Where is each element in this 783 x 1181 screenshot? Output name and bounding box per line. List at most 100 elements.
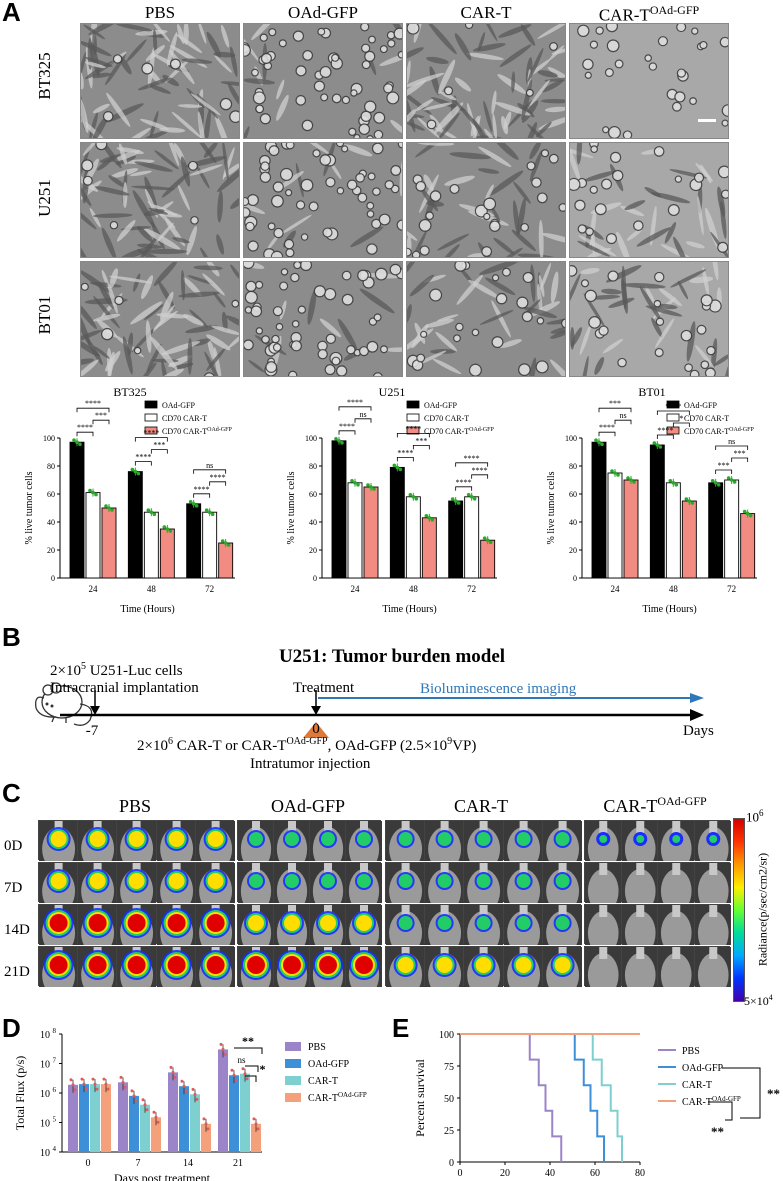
sig-bracket xyxy=(76,407,110,413)
bioluminescence-image xyxy=(385,946,426,987)
signal-spot xyxy=(397,957,414,973)
signal-spot xyxy=(127,914,146,932)
data-point xyxy=(668,479,673,483)
y-tick-label: 10 xyxy=(40,1060,50,1071)
bar xyxy=(218,542,234,579)
bioluminescence-image xyxy=(309,862,346,903)
panel-b-injection: Intratumor injection xyxy=(250,756,371,772)
signal-spot xyxy=(207,831,224,847)
bar xyxy=(448,500,464,579)
bioluminescence-image xyxy=(385,862,426,903)
legend-swatch xyxy=(285,1042,301,1051)
legend-label: CAR-TOAd-GFP xyxy=(308,1091,367,1104)
panel-c-header-car-t: CAR-T xyxy=(454,796,508,816)
signal-spot xyxy=(476,916,491,930)
mouse-silhouette xyxy=(660,869,692,903)
data-point xyxy=(395,465,400,470)
data-point xyxy=(427,516,432,520)
mouse-eye-icon xyxy=(50,704,54,708)
bioluminescence-image xyxy=(38,904,79,945)
bioluminescence-image xyxy=(693,862,731,903)
bioluminescence-image xyxy=(502,946,543,987)
signal-spot xyxy=(167,956,186,974)
y-tick-label: 40 xyxy=(309,518,317,527)
data-point xyxy=(392,463,397,468)
chart-title: U251 xyxy=(379,385,406,399)
data-point xyxy=(337,439,341,443)
data-point xyxy=(130,1089,134,1093)
y-tick-label: 40 xyxy=(569,518,577,527)
panel-c-header-oad-gfp: OAd-GFP xyxy=(270,796,345,816)
data-point xyxy=(136,471,141,476)
bioluminescence-image xyxy=(155,904,196,945)
significance-label: **** xyxy=(405,424,421,433)
signal-spot xyxy=(206,956,225,974)
x-tick-label: 24 xyxy=(611,584,621,594)
data-point xyxy=(130,467,135,472)
x-tick-label: 0 xyxy=(86,1158,91,1169)
y-tick-label: 100 xyxy=(439,1030,454,1041)
bioluminescence-image xyxy=(237,946,274,987)
y-axis-label: % live tumor cells xyxy=(286,471,297,544)
data-point xyxy=(182,1084,186,1088)
data-point xyxy=(652,441,657,445)
signal-spot xyxy=(89,831,106,847)
bioluminescence-image xyxy=(584,820,622,861)
signal-spot xyxy=(321,874,335,888)
micrograph-image xyxy=(80,23,240,139)
micrograph-image xyxy=(243,261,403,377)
bar xyxy=(464,496,480,579)
signal-spot xyxy=(127,956,146,974)
significance-label: **** xyxy=(77,423,93,432)
bar xyxy=(190,1094,200,1152)
legend-swatch xyxy=(144,413,158,422)
data-point xyxy=(411,495,416,499)
legend-swatch xyxy=(406,426,420,435)
data-point xyxy=(78,442,82,446)
data-point xyxy=(485,538,490,542)
sig-bracket xyxy=(598,407,632,413)
significance-label: ns xyxy=(728,437,735,446)
signal-spot xyxy=(284,915,300,931)
data-point xyxy=(169,1065,173,1069)
data-point xyxy=(106,1087,110,1091)
signal-spot xyxy=(128,873,145,889)
significance-label: **** xyxy=(472,466,488,475)
bioluminescence-image xyxy=(424,862,465,903)
data-point xyxy=(180,1079,184,1083)
significance-label: *** xyxy=(95,411,107,420)
bioluminescence-image xyxy=(155,820,196,861)
y-axis-label: % live tumor cells xyxy=(546,471,557,544)
micrograph-image xyxy=(569,261,729,377)
sig-bracket xyxy=(193,493,211,498)
treatment-arrow-icon xyxy=(311,706,321,715)
data-point xyxy=(193,1092,197,1096)
bioluminescence-image xyxy=(424,904,465,945)
data-point xyxy=(91,490,95,495)
x-tick-label: 60 xyxy=(590,1168,600,1179)
bioluminescence-image xyxy=(584,862,622,903)
y-tick-label: 75 xyxy=(444,1062,454,1073)
significance-label: *** xyxy=(734,449,746,458)
mouse-silhouette xyxy=(697,953,729,987)
bar xyxy=(69,441,85,579)
survival-line xyxy=(460,1033,605,1162)
significance-label: ** xyxy=(711,1124,724,1139)
signal-spot xyxy=(635,835,644,843)
sig-bracket xyxy=(134,461,152,466)
bar xyxy=(708,482,724,579)
data-point xyxy=(69,1078,73,1082)
bioluminescence-image xyxy=(541,820,582,861)
signal-spot xyxy=(321,832,335,846)
significance-label: *** xyxy=(609,399,621,408)
legend-label: OAd-GFP xyxy=(684,401,717,410)
y-axis-label: % live tumor cells xyxy=(24,471,35,544)
bar xyxy=(740,513,756,579)
injection-triangle-icon xyxy=(303,722,329,738)
sig-bracket xyxy=(672,422,690,427)
significance-label: **** xyxy=(464,454,480,463)
legend-label: CD70 CAR-T xyxy=(424,414,469,423)
mouse-silhouette xyxy=(587,911,619,945)
signal-spot xyxy=(555,874,570,888)
x-tick-label: 21 xyxy=(233,1158,243,1169)
